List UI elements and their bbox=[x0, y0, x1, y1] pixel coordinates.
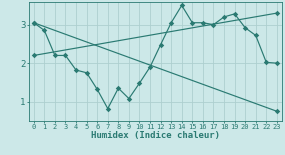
X-axis label: Humidex (Indice chaleur): Humidex (Indice chaleur) bbox=[91, 131, 220, 140]
